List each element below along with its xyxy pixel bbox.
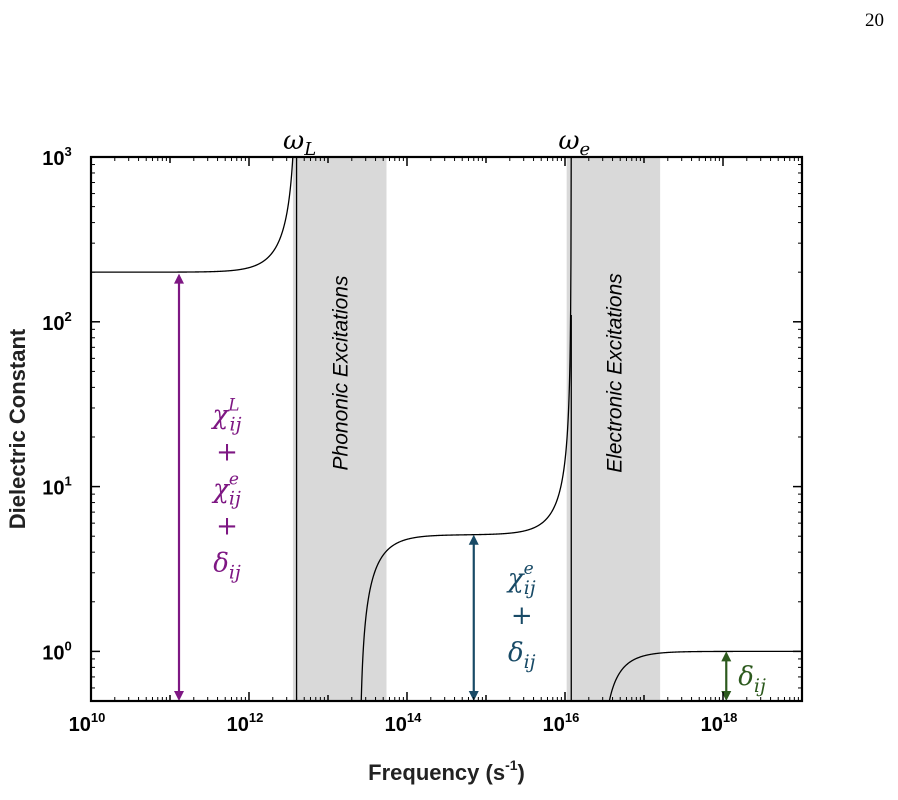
superscript: e: [229, 469, 239, 489]
superscript: e: [524, 559, 534, 579]
subscript: L: [303, 139, 316, 160]
x-tick-label: 1018: [701, 710, 738, 736]
dielectric-curve-segment-2: [360, 157, 572, 701]
subscript: e: [580, 139, 591, 160]
tick-base: 10: [42, 478, 64, 500]
static-response-formula-line-1: χL ij: [210, 395, 241, 435]
shaded-bands: [292, 157, 661, 701]
axis-titles: Frequency (s-1) Dielectric Constant: [5, 328, 525, 785]
tick-exponent: 12: [249, 710, 263, 725]
tick-exponent: 10: [91, 710, 105, 725]
band-labels: Phononic Excitations Electronic Excitatio…: [330, 273, 627, 473]
subscript: ij: [524, 651, 536, 673]
tick-exponent: 2: [65, 309, 72, 324]
static-response-formula-line-3: χe ij: [211, 469, 241, 509]
electronic-response-annotation: χe ij+δij: [468, 534, 536, 701]
symbol: ω: [558, 126, 579, 156]
tick-base: 10: [42, 642, 64, 664]
tick-base: 10: [42, 313, 64, 335]
x-axis-title-main: Frequency (s: [368, 760, 505, 785]
curve-layer: [91, 157, 802, 701]
resonance-label-1: ωL: [283, 126, 316, 160]
tick-exponent: 18: [723, 710, 737, 725]
x-tick-label: 1012: [227, 710, 264, 736]
static-response-arrow-head-top: [174, 273, 185, 284]
electronic-response-arrow-head-top: [468, 534, 479, 545]
symbol: χ: [211, 474, 231, 504]
electronic-response-formula-line-3: δij: [508, 638, 536, 673]
subscript: ij: [754, 675, 766, 697]
tick-exponent: 0: [65, 638, 72, 653]
tick-base: 10: [385, 714, 407, 736]
x-tick-label: 1010: [69, 710, 106, 736]
electronic-response-arrow-head-bottom: [468, 691, 479, 701]
x-axis-title-superscript: -1: [505, 757, 518, 773]
symbol: δ: [738, 662, 754, 692]
tick-exponent: 16: [565, 710, 579, 725]
static-response-formula-line-2: +: [216, 437, 238, 467]
y-axis-title: Dielectric Constant: [5, 328, 30, 529]
x-tick-label: 1014: [385, 710, 422, 736]
x-axis-title: Frequency (s-1): [368, 757, 525, 785]
superscript: L: [227, 395, 239, 415]
shaded-band-1: [292, 157, 387, 701]
dielectric-curve-segment-3: [608, 650, 802, 701]
tick-base: 10: [227, 714, 249, 736]
band-label-1: Phononic Excitations: [330, 275, 353, 470]
subscript: ij: [524, 577, 536, 599]
subscript: ij: [229, 561, 241, 583]
tick-exponent: 3: [65, 144, 72, 159]
vacuum-response-arrow-head-top: [721, 651, 732, 662]
vacuum-response-formula-line-1: δij: [738, 662, 766, 697]
subscript: ij: [230, 413, 242, 435]
y-tick-label: 102: [42, 309, 71, 335]
tick-base: 10: [543, 714, 565, 736]
symbol: χ: [506, 564, 526, 594]
electronic-response-formula-line-2: +: [511, 601, 533, 631]
y-tick-label: 103: [42, 144, 71, 170]
tick-base: 10: [42, 148, 64, 170]
static-response-arrow-head-bottom: [174, 691, 185, 701]
vacuum-response-arrow-head-bottom: [721, 691, 732, 701]
resonance-label-2: ωe: [558, 126, 590, 160]
static-response-annotation: χL ij+χe ij+δij: [174, 273, 242, 701]
plot-frame: [89, 155, 804, 703]
symbol: χ: [210, 400, 230, 430]
resonance-labels: ωL ωe: [283, 126, 590, 160]
symbol: δ: [508, 638, 524, 668]
tick-base: 10: [69, 714, 91, 736]
band-label-2: Electronic Excitations: [603, 273, 626, 473]
tick-base: 10: [701, 714, 723, 736]
shaded-band-2: [566, 157, 661, 701]
tick-exponent: 14: [407, 710, 422, 725]
dielectric-curve-segment-1: [91, 157, 294, 273]
tick-exponent: 1: [65, 474, 72, 489]
symbol: δ: [213, 548, 229, 578]
vacuum-response-annotation: δij: [721, 651, 766, 701]
static-response-formula-line-4: +: [216, 511, 238, 541]
symbol: ω: [283, 126, 304, 156]
subscript: ij: [229, 487, 241, 509]
page-number: 20: [865, 10, 884, 31]
static-response-formula-line-5: δij: [213, 548, 241, 583]
x-axis-title-suffix: ): [518, 760, 525, 785]
x-tick-label: 1016: [543, 710, 580, 736]
y-tick-label: 100: [42, 638, 71, 664]
electronic-response-formula-line-1: χe ij: [506, 559, 536, 599]
y-tick-label: 101: [42, 474, 71, 500]
